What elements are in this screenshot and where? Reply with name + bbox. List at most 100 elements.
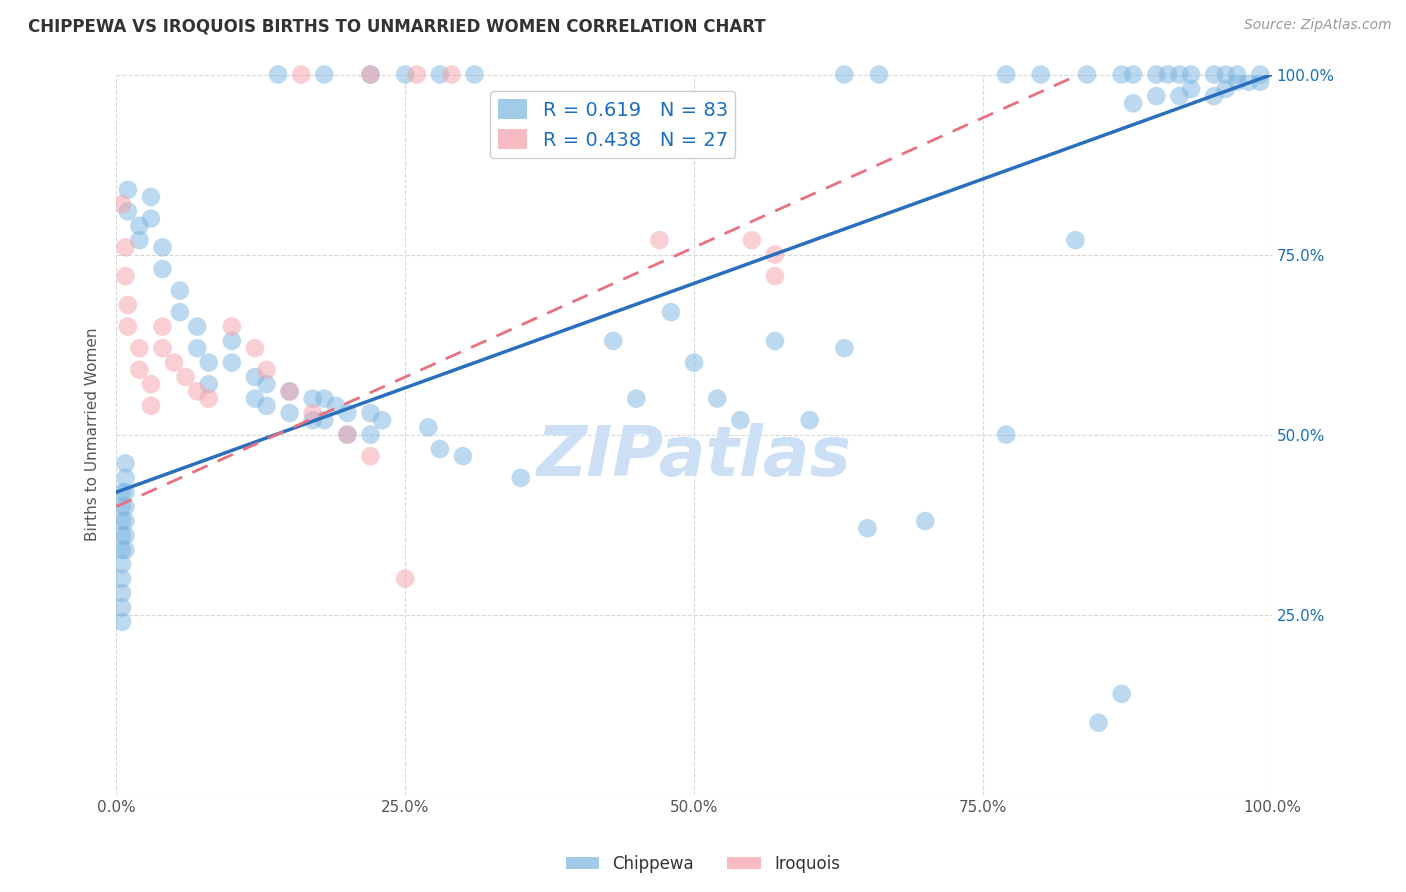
Point: [197, 355, 219, 369]
Point: [114, 240, 136, 254]
Point: [290, 68, 312, 82]
Point: [336, 406, 359, 420]
Point: [763, 334, 786, 348]
Point: [429, 442, 451, 456]
Point: [360, 406, 382, 420]
Point: [221, 355, 243, 369]
Point: [914, 514, 936, 528]
Point: [256, 377, 278, 392]
Point: [267, 68, 290, 82]
Point: [360, 427, 382, 442]
Point: [139, 399, 162, 413]
Point: [186, 341, 208, 355]
Point: [114, 528, 136, 542]
Legend: Chippewa, Iroquois: Chippewa, Iroquois: [560, 848, 846, 880]
Point: [128, 233, 150, 247]
Point: [301, 392, 323, 406]
Point: [278, 406, 301, 420]
Point: [186, 319, 208, 334]
Point: [256, 399, 278, 413]
Point: [111, 558, 134, 572]
Point: [1111, 68, 1133, 82]
Point: [111, 600, 134, 615]
Point: [197, 392, 219, 406]
Point: [278, 384, 301, 399]
Point: [659, 305, 682, 319]
Point: [451, 449, 474, 463]
Point: [221, 334, 243, 348]
Point: [128, 363, 150, 377]
Point: [405, 68, 427, 82]
Point: [763, 269, 786, 284]
Point: [371, 413, 394, 427]
Point: [314, 392, 336, 406]
Point: [730, 413, 752, 427]
Point: [1204, 89, 1226, 103]
Point: [243, 370, 266, 384]
Point: [111, 500, 134, 514]
Point: [360, 68, 382, 82]
Legend: R = 0.619   N = 83, R = 0.438   N = 27: R = 0.619 N = 83, R = 0.438 N = 27: [491, 92, 735, 158]
Point: [763, 247, 786, 261]
Point: [1157, 68, 1180, 82]
Point: [243, 341, 266, 355]
Point: [463, 68, 485, 82]
Point: [394, 572, 416, 586]
Point: [706, 392, 728, 406]
Point: [1029, 68, 1052, 82]
Point: [394, 68, 416, 82]
Point: [360, 68, 382, 82]
Point: [325, 399, 347, 413]
Point: [301, 413, 323, 427]
Point: [995, 68, 1018, 82]
Point: [243, 392, 266, 406]
Point: [111, 197, 134, 211]
Text: Source: ZipAtlas.com: Source: ZipAtlas.com: [1244, 18, 1392, 32]
Point: [856, 521, 879, 535]
Point: [1204, 68, 1226, 82]
Point: [114, 485, 136, 500]
Point: [602, 334, 624, 348]
Point: [509, 471, 531, 485]
Point: [114, 471, 136, 485]
Point: [336, 427, 359, 442]
Point: [440, 68, 463, 82]
Point: [111, 528, 134, 542]
Point: [114, 457, 136, 471]
Point: [114, 542, 136, 557]
Point: [1180, 68, 1202, 82]
Point: [111, 572, 134, 586]
Point: [114, 514, 136, 528]
Point: [174, 370, 197, 384]
Point: [1249, 75, 1271, 89]
Point: [117, 183, 139, 197]
Point: [128, 341, 150, 355]
Point: [169, 284, 191, 298]
Point: [256, 363, 278, 377]
Point: [648, 233, 671, 247]
Point: [314, 68, 336, 82]
Point: [995, 427, 1018, 442]
Point: [868, 68, 890, 82]
Point: [139, 211, 162, 226]
Point: [429, 68, 451, 82]
Text: CHIPPEWA VS IROQUOIS BIRTHS TO UNMARRIED WOMEN CORRELATION CHART: CHIPPEWA VS IROQUOIS BIRTHS TO UNMARRIED…: [28, 18, 766, 36]
Point: [626, 392, 648, 406]
Point: [111, 542, 134, 557]
Point: [1215, 68, 1237, 82]
Point: [169, 305, 191, 319]
Point: [139, 190, 162, 204]
Point: [152, 319, 174, 334]
Point: [152, 341, 174, 355]
Point: [163, 355, 186, 369]
Point: [1180, 82, 1202, 96]
Point: [117, 204, 139, 219]
Point: [139, 377, 162, 392]
Point: [111, 615, 134, 629]
Point: [301, 406, 323, 420]
Point: [683, 355, 706, 369]
Point: [1087, 715, 1109, 730]
Point: [1122, 68, 1144, 82]
Point: [117, 319, 139, 334]
Point: [111, 586, 134, 600]
